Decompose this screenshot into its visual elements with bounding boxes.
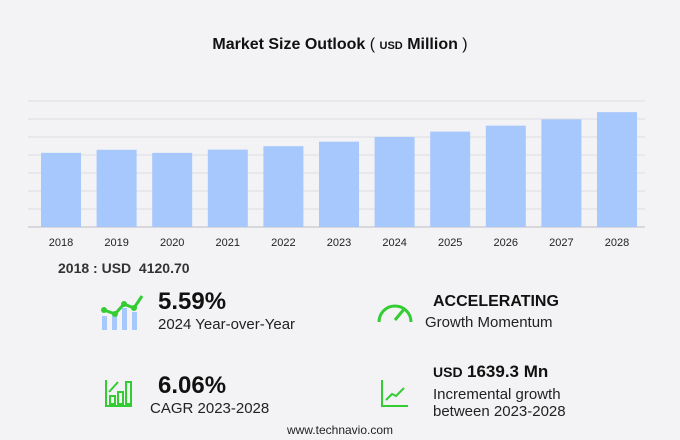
x-tick-label: 2026 [494, 237, 518, 249]
kpi-cagr: 6.06% CAGR 2023-2028 [150, 372, 269, 417]
bar-2024 [374, 136, 415, 227]
x-tick-label: 2021 [216, 237, 240, 249]
base-year-value: 2018 : USD 4120.70 [58, 260, 190, 276]
title-text: Market Size Outlook [212, 36, 366, 53]
footer-url: www.technavio.com [286, 423, 394, 437]
cagr-value: 6.06% [158, 372, 227, 399]
kpi-yoy: 5.59% 2024 Year-over-Year [158, 288, 295, 333]
bar-2019 [96, 149, 137, 227]
bar-2026 [485, 125, 526, 227]
bar-2027 [541, 119, 582, 227]
x-tick-label: 2027 [549, 237, 573, 249]
chart-title: Market Size Outlook ( USD Million ) [212, 36, 468, 53]
x-tick-label: 2018 [49, 237, 73, 249]
yoy-value: 5.59% [158, 288, 227, 315]
yoy-label: 2024 Year-over-Year [158, 316, 296, 333]
bar-2025 [430, 131, 471, 227]
bar-2020 [152, 152, 193, 227]
bar-2028 [597, 112, 637, 227]
x-tick-label: 2028 [605, 237, 629, 249]
bar-growth-icon [105, 380, 132, 407]
x-tick-label: 2024 [382, 237, 406, 249]
momentum-label: Growth Momentum [425, 314, 553, 331]
x-tick-label: 2019 [104, 237, 128, 249]
incremental-value: 1639.3 Mn [467, 362, 549, 381]
x-tick-label: 2022 [271, 237, 295, 249]
title-unit-prefix: USD [379, 40, 403, 52]
kpi-incremental: USD 1639.3 Mn Incremental growth between… [433, 362, 566, 420]
line-growth-icon [381, 380, 408, 407]
chart-trend-icon [101, 295, 144, 330]
x-tick-label: 2023 [327, 237, 351, 249]
x-tick-label: 2025 [438, 237, 462, 249]
incremental-label: Incremental growth [433, 386, 561, 403]
bar-2022 [263, 146, 304, 227]
title-unit: Million [407, 36, 458, 53]
bar-2023 [319, 141, 359, 227]
incremental-period: between 2023-2028 [433, 403, 566, 420]
momentum-value: ACCELERATING [433, 293, 559, 310]
incremental-prefix: USD [433, 364, 463, 380]
bar-2018 [41, 152, 81, 227]
x-tick-label: 2020 [160, 237, 184, 249]
cagr-label: CAGR 2023-2028 [150, 400, 270, 417]
bar-chart: 2018 2019 2020 2021 2022 2023 2024 2025 2026 2027… [28, 100, 645, 249]
kpi-momentum: ACCELERATING Growth Momentum [425, 293, 559, 331]
speedometer-icon [377, 304, 413, 323]
bar-2021 [207, 149, 248, 227]
